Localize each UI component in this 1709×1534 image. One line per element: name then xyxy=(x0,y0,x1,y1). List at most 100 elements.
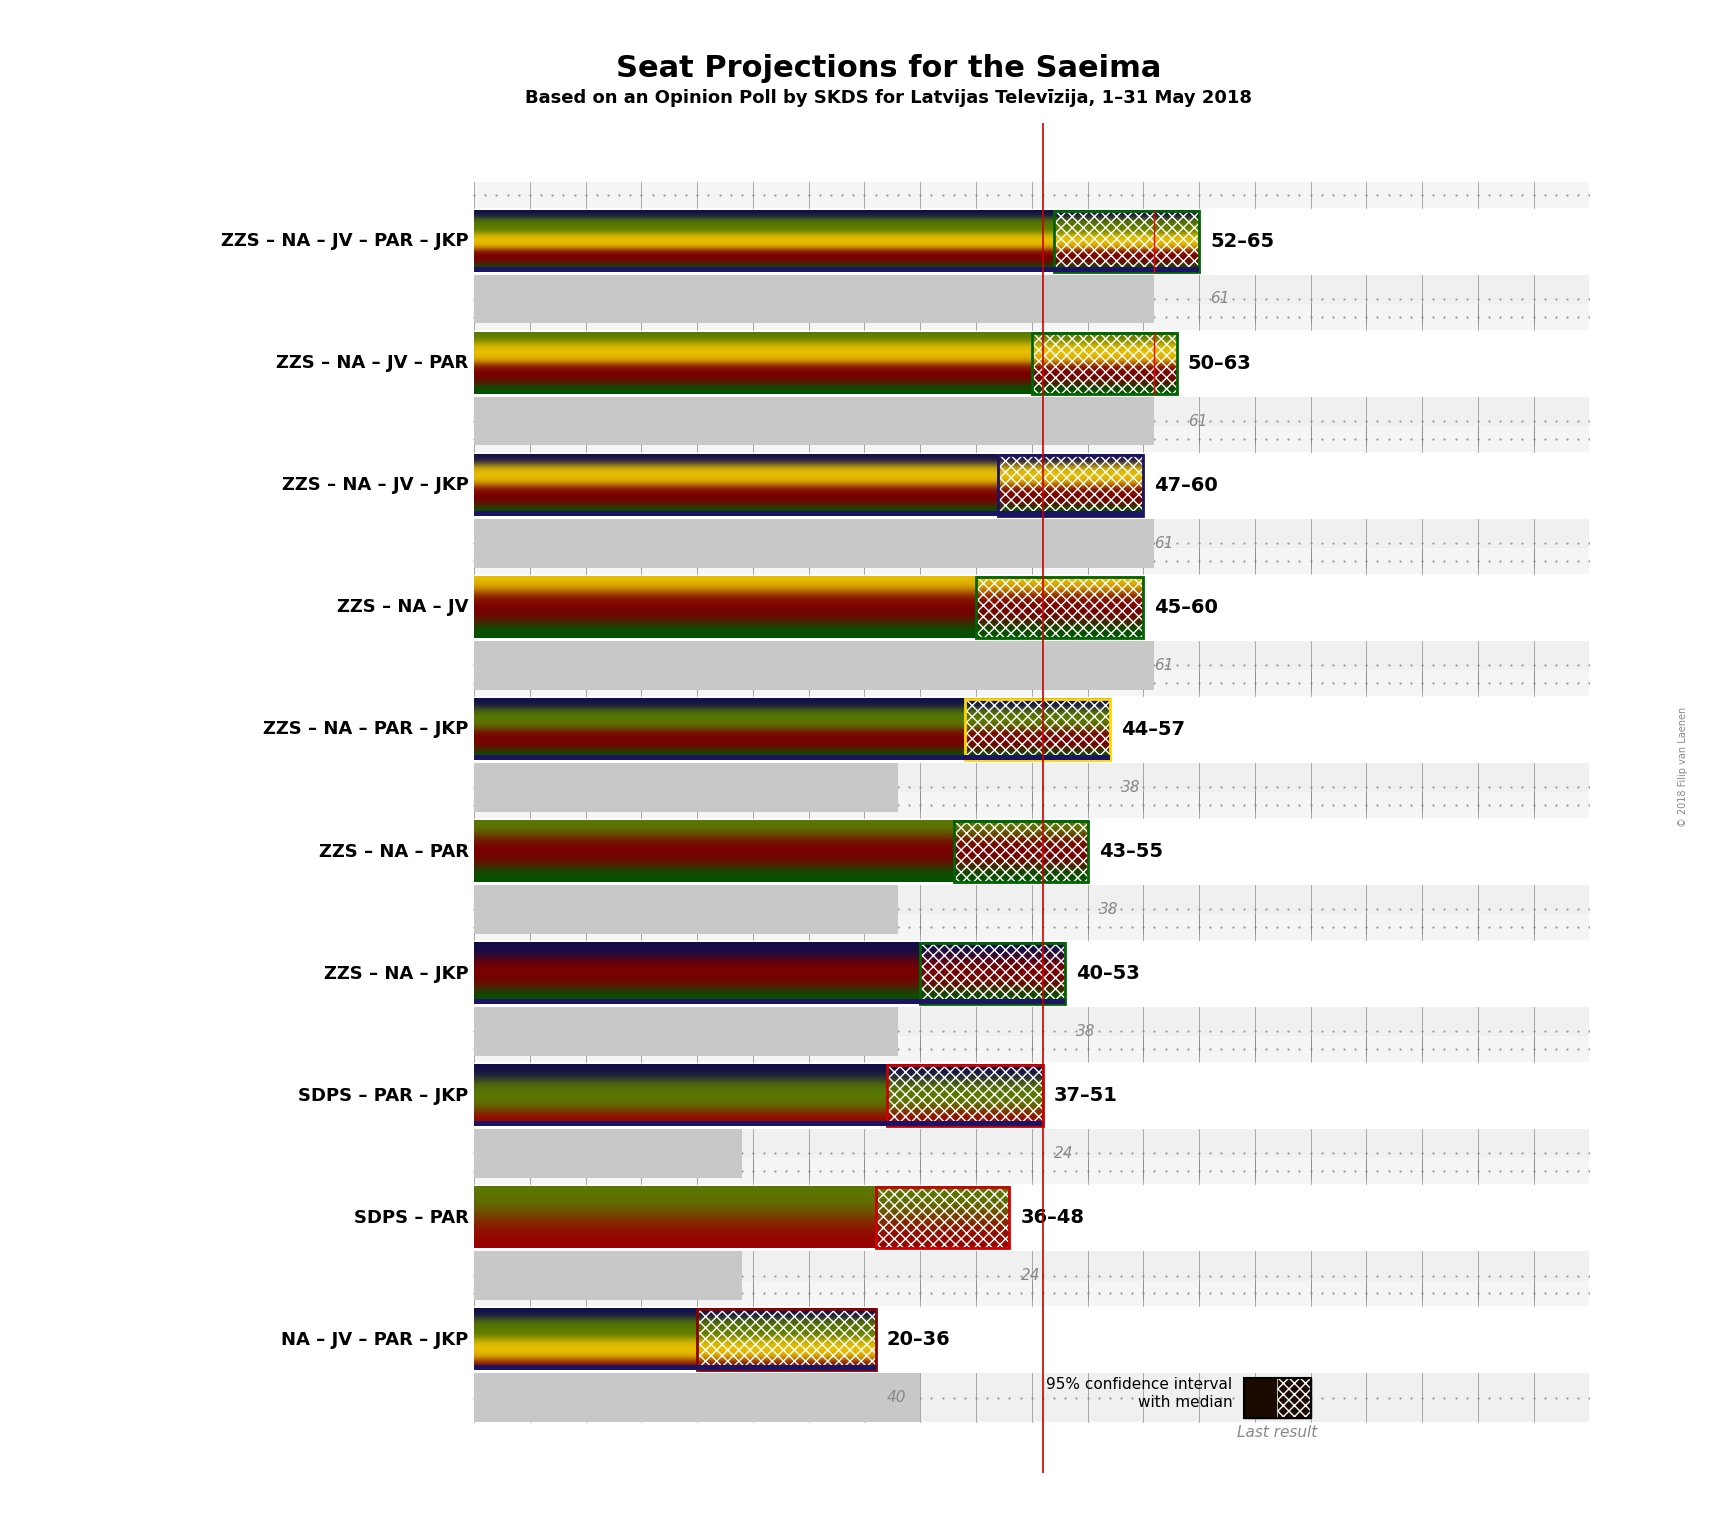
Bar xyxy=(919,983,1065,1005)
Bar xyxy=(1277,1378,1311,1417)
Bar xyxy=(473,397,1589,445)
Bar xyxy=(473,1037,1589,1062)
Bar xyxy=(697,1355,875,1370)
Bar xyxy=(473,755,1109,759)
Bar xyxy=(875,1187,1010,1249)
Bar xyxy=(976,577,1143,597)
Text: 45–60: 45–60 xyxy=(1155,598,1219,617)
Text: ZZS – NA – JV – JKP: ZZS – NA – JV – JKP xyxy=(282,477,468,494)
Bar xyxy=(473,762,897,811)
Bar xyxy=(697,1310,875,1370)
Text: ZZS – NA – JV – PAR: ZZS – NA – JV – PAR xyxy=(277,354,468,373)
Bar xyxy=(473,885,1589,934)
Text: 36–48: 36–48 xyxy=(1020,1209,1085,1227)
Text: ZZS – NA – JKP: ZZS – NA – JKP xyxy=(325,965,468,983)
Bar xyxy=(954,841,1087,862)
Bar xyxy=(1054,210,1200,222)
Bar xyxy=(473,1129,1589,1178)
Bar xyxy=(697,1324,875,1339)
Bar xyxy=(473,1129,742,1178)
Text: ZZS – NA – PAR – JKP: ZZS – NA – PAR – JKP xyxy=(263,721,468,738)
Text: 61: 61 xyxy=(1155,658,1174,673)
Text: SDPS – PAR – JKP: SDPS – PAR – JKP xyxy=(299,1086,468,1104)
Bar xyxy=(998,454,1143,469)
Bar xyxy=(473,885,897,934)
Bar xyxy=(966,715,1109,730)
Bar xyxy=(966,744,1109,759)
Text: Seat Projections for the Saeima: Seat Projections for the Saeima xyxy=(615,54,1162,83)
Bar xyxy=(1032,333,1178,394)
Text: 20–36: 20–36 xyxy=(887,1330,950,1350)
Text: ZZS – NA – JV – PAR – JKP: ZZS – NA – JV – PAR – JKP xyxy=(220,232,468,250)
Bar xyxy=(1054,235,1200,247)
Text: 40: 40 xyxy=(887,1390,906,1405)
Bar xyxy=(473,670,1589,696)
Text: 43–55: 43–55 xyxy=(1099,842,1162,861)
Bar xyxy=(1032,348,1178,364)
Bar xyxy=(887,1065,1042,1086)
Text: 95% confidence interval
with median: 95% confidence interval with median xyxy=(1046,1378,1232,1410)
Text: 61: 61 xyxy=(1188,414,1207,428)
Text: 38: 38 xyxy=(1121,779,1140,795)
Bar xyxy=(887,1106,1042,1126)
Text: 40–53: 40–53 xyxy=(1077,963,1140,983)
Bar xyxy=(473,641,1155,690)
Bar xyxy=(473,518,1155,568)
Bar xyxy=(473,1281,1589,1307)
Bar xyxy=(966,730,1109,744)
Bar xyxy=(954,821,1087,841)
Bar xyxy=(473,1006,1589,1055)
Bar xyxy=(473,999,1065,1005)
Text: 24: 24 xyxy=(1020,1269,1041,1282)
Bar xyxy=(473,1365,875,1370)
Text: NA – JV – PAR – JKP: NA – JV – PAR – JKP xyxy=(282,1332,468,1348)
Bar xyxy=(919,943,1065,963)
Bar xyxy=(473,1373,919,1422)
Bar xyxy=(998,469,1143,485)
Bar xyxy=(887,1065,1042,1126)
Bar xyxy=(954,862,1087,882)
Bar xyxy=(1244,1378,1311,1417)
Text: SDPS – PAR: SDPS – PAR xyxy=(354,1209,468,1227)
Text: ZZS – NA – JV: ZZS – NA – JV xyxy=(337,598,468,617)
Bar xyxy=(1244,1378,1311,1417)
Bar xyxy=(1054,210,1200,272)
Bar xyxy=(919,943,1065,1005)
Bar xyxy=(473,792,1589,818)
Bar xyxy=(697,1310,875,1324)
Text: 44–57: 44–57 xyxy=(1121,719,1184,739)
Bar xyxy=(1054,222,1200,235)
Bar xyxy=(966,700,1109,715)
Bar xyxy=(473,275,1155,324)
Bar xyxy=(1032,379,1178,394)
Text: Last result: Last result xyxy=(1237,1425,1318,1440)
Bar xyxy=(919,963,1065,983)
Bar xyxy=(976,618,1143,638)
Bar xyxy=(473,914,1589,940)
Bar xyxy=(697,1339,875,1355)
Bar xyxy=(473,511,1143,515)
Bar xyxy=(875,1187,1010,1218)
Bar xyxy=(473,1158,1589,1184)
Bar xyxy=(875,1218,1010,1249)
Text: 50–63: 50–63 xyxy=(1188,354,1251,373)
Bar xyxy=(473,397,1155,445)
Bar xyxy=(473,267,1200,272)
Bar xyxy=(976,597,1143,618)
Text: 24: 24 xyxy=(1054,1146,1073,1161)
Bar xyxy=(473,1252,1589,1299)
Bar xyxy=(473,1121,1042,1126)
Text: ZZS – NA – PAR: ZZS – NA – PAR xyxy=(318,842,468,861)
Bar xyxy=(1032,333,1178,348)
Bar xyxy=(998,454,1143,515)
Bar xyxy=(473,1006,897,1055)
Bar xyxy=(473,304,1589,330)
Bar xyxy=(954,821,1087,882)
Text: 52–65: 52–65 xyxy=(1210,232,1275,250)
Bar xyxy=(1054,259,1200,272)
Text: 37–51: 37–51 xyxy=(1054,1086,1118,1104)
Bar xyxy=(473,548,1589,574)
Text: 38: 38 xyxy=(1077,1023,1095,1039)
Bar xyxy=(998,485,1143,500)
Text: 61: 61 xyxy=(1210,291,1230,307)
